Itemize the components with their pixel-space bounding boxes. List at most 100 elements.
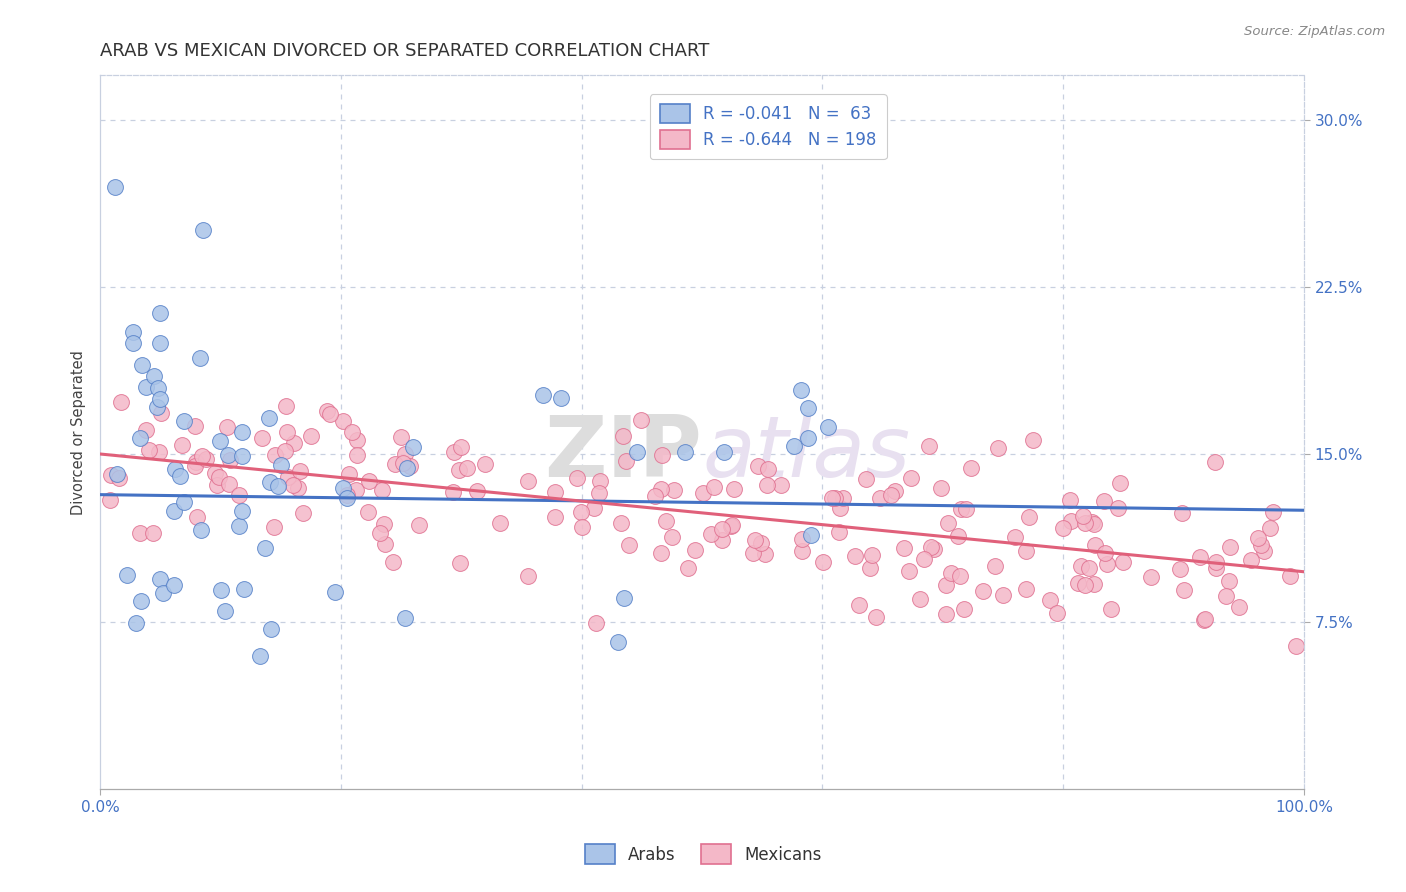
Point — [651, 448, 673, 462]
Point — [912, 552, 935, 566]
Point — [267, 479, 290, 493]
Point — [880, 487, 903, 501]
Point — [143, 369, 166, 384]
Point — [1099, 602, 1122, 616]
Point — [800, 528, 823, 542]
Point — [263, 520, 285, 534]
Point — [218, 477, 240, 491]
Point — [283, 435, 305, 450]
Text: ZIP: ZIP — [544, 412, 702, 495]
Point — [897, 564, 920, 578]
Point — [754, 548, 776, 562]
Point — [797, 401, 820, 415]
Point — [260, 622, 283, 636]
Point — [374, 537, 396, 551]
Point — [384, 457, 406, 471]
Point — [215, 420, 238, 434]
Point — [332, 414, 354, 428]
Point — [946, 529, 969, 543]
Point — [316, 404, 339, 418]
Point — [1194, 612, 1216, 626]
Point — [1263, 505, 1285, 519]
Point — [214, 604, 236, 618]
Point — [721, 518, 744, 533]
Point — [1246, 532, 1268, 546]
Point — [172, 437, 194, 451]
Point — [585, 616, 607, 631]
Point — [337, 467, 360, 482]
Point — [163, 504, 186, 518]
Point — [183, 458, 205, 473]
Text: Source: ZipAtlas.com: Source: ZipAtlas.com — [1244, 25, 1385, 38]
Point — [571, 505, 593, 519]
Point — [517, 475, 540, 489]
Point — [1014, 582, 1036, 596]
Point — [1070, 558, 1092, 573]
Point — [950, 502, 973, 516]
Point — [713, 445, 735, 459]
Point — [231, 449, 253, 463]
Point — [749, 535, 772, 549]
Point — [617, 538, 640, 552]
Point — [373, 516, 395, 531]
Point — [828, 500, 851, 515]
Point — [1059, 493, 1081, 508]
Point — [162, 578, 184, 592]
Point — [195, 452, 218, 467]
Point — [204, 467, 226, 481]
Point — [571, 520, 593, 534]
Point — [918, 439, 941, 453]
Point — [287, 481, 309, 495]
Point — [398, 458, 420, 473]
Point — [467, 483, 489, 498]
Point — [673, 445, 696, 459]
Point — [884, 484, 907, 499]
Point — [205, 478, 228, 492]
Point — [443, 445, 465, 459]
Point — [610, 516, 633, 530]
Point — [276, 425, 298, 439]
Point — [908, 592, 931, 607]
Point — [277, 469, 299, 483]
Point — [191, 449, 214, 463]
Point — [108, 471, 131, 485]
Point — [984, 559, 1007, 574]
Point — [949, 569, 972, 583]
Point — [790, 383, 813, 397]
Point — [756, 462, 779, 476]
Point — [844, 549, 866, 563]
Point — [626, 445, 648, 459]
Point — [150, 407, 173, 421]
Point — [1084, 538, 1107, 552]
Point — [152, 586, 174, 600]
Point — [401, 440, 423, 454]
Point — [920, 540, 942, 554]
Point — [676, 561, 699, 575]
Point — [299, 429, 322, 443]
Point — [394, 611, 416, 625]
Point — [249, 648, 271, 663]
Point — [972, 584, 994, 599]
Point — [583, 500, 606, 515]
Point — [860, 548, 883, 562]
Point — [449, 557, 471, 571]
Point — [138, 443, 160, 458]
Point — [1067, 575, 1090, 590]
Point — [1095, 557, 1118, 571]
Point — [128, 431, 150, 445]
Point — [323, 585, 346, 599]
Point — [650, 546, 672, 560]
Point — [389, 430, 412, 444]
Point — [273, 443, 295, 458]
Point — [1173, 582, 1195, 597]
Point — [346, 433, 368, 447]
Point — [699, 526, 721, 541]
Point — [644, 489, 666, 503]
Point — [817, 420, 839, 434]
Point — [924, 541, 946, 556]
Legend: R = -0.041   N =  63, R = -0.644   N = 198: R = -0.041 N = 63, R = -0.644 N = 198 — [650, 95, 887, 160]
Point — [741, 546, 763, 560]
Point — [193, 223, 215, 237]
Point — [1081, 515, 1104, 529]
Point — [661, 530, 683, 544]
